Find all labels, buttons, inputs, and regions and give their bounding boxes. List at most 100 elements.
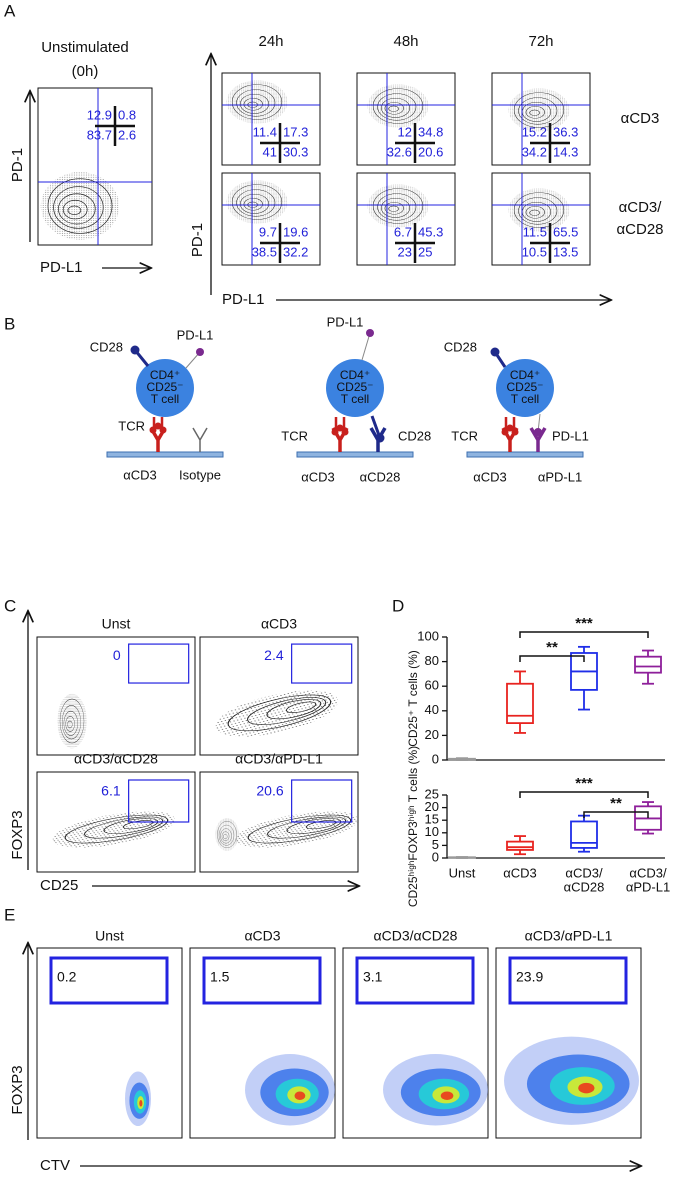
quadrant-value: 15.2 — [522, 124, 547, 139]
plot-frame — [342, 947, 489, 1139]
cell-label: CD25⁻ — [506, 380, 543, 394]
plot-frame — [36, 771, 196, 873]
quadrant-value: 17.3 — [283, 124, 308, 139]
cell-population — [212, 680, 342, 747]
plot-frame — [491, 72, 591, 166]
significance-bracket — [583, 811, 649, 818]
quadrant-value: 23 — [398, 244, 412, 259]
plot-frame — [356, 172, 456, 266]
tcr-head — [336, 424, 344, 432]
gate — [508, 956, 628, 1005]
diagram-label: CD28 — [444, 339, 477, 354]
cell-population — [367, 84, 429, 128]
x-axis-label: PD-L1 — [222, 291, 265, 308]
y-axis-label: CD25⁺ T cells (%) — [406, 650, 420, 747]
row-label: αCD3/ — [619, 199, 663, 216]
diagram-label: TCR — [451, 428, 478, 443]
diagram-label: TCR — [118, 418, 145, 433]
plot-frame — [491, 172, 591, 266]
plot-title: αCD3/αCD28 — [374, 928, 458, 944]
diagram-label: αCD3 — [473, 469, 507, 484]
diagram-label: PD-L1 — [552, 428, 589, 443]
y-axis-label: PD-1 — [9, 148, 26, 182]
x-tick-label: αCD28 — [564, 879, 605, 894]
column-header: 48h — [393, 33, 418, 50]
quadrant-value: 9.7 — [259, 224, 277, 239]
quadrant-value: 36.3 — [553, 124, 578, 139]
y-tick-label: 80 — [425, 653, 439, 668]
quadrant-value: 34.8 — [418, 124, 443, 139]
plot-title: αCD3/αPD-L1 — [235, 751, 323, 767]
plate-surface — [106, 451, 224, 458]
cell-label: T cell — [151, 392, 179, 406]
gate — [202, 956, 322, 1005]
diagram-label: αCD3 — [301, 469, 335, 484]
quadrant-value: 12.9 — [87, 107, 112, 122]
x-axis-label: CTV — [40, 1157, 70, 1174]
y-axis-label: PD-1 — [189, 223, 206, 257]
quadrant-value: 14.3 — [553, 144, 578, 159]
diagram-label: CD28 — [398, 428, 431, 443]
gate-value: 0.2 — [57, 969, 77, 985]
gate-value: 3.1 — [363, 969, 383, 985]
y-tick-label: 25 — [425, 786, 439, 801]
cell-population — [367, 184, 429, 228]
plot-frame — [356, 72, 456, 166]
antibody — [192, 427, 208, 452]
plate-surface — [466, 451, 584, 458]
plot-frame — [37, 87, 153, 246]
quadrant-value: 10.5 — [522, 244, 547, 259]
antibody — [501, 427, 519, 452]
receptor-head — [130, 345, 140, 355]
antibody — [331, 427, 349, 452]
t-cell — [496, 359, 554, 417]
significance-label: *** — [575, 615, 593, 632]
box — [570, 820, 598, 849]
gate-value: 20.6 — [256, 783, 283, 799]
diagram-label: CD28 — [90, 339, 123, 354]
gate-value: 23.9 — [516, 969, 543, 985]
quadrant-value: 32.2 — [283, 244, 308, 259]
plot-frame — [221, 172, 321, 266]
plot-frame — [221, 72, 321, 166]
y-tick-label: 0 — [432, 751, 439, 766]
significance-bracket — [519, 631, 649, 638]
quadrant-value: 65.5 — [553, 224, 578, 239]
x-tick-label: Unst — [449, 865, 476, 880]
y-tick-label: 0 — [432, 849, 439, 864]
plot-frame — [36, 636, 196, 756]
panel-label: E — [4, 905, 15, 924]
cell-population — [232, 803, 362, 856]
quadrant-value: 30.3 — [283, 144, 308, 159]
quadrant-value: 2.6 — [118, 127, 136, 142]
x-axis-label: PD-L1 — [40, 259, 83, 276]
y-axis-label: FOXP3 — [9, 1065, 26, 1114]
plot-title: αCD3 — [261, 616, 297, 632]
gate — [128, 643, 190, 684]
quadrant-value: 13.5 — [553, 244, 578, 259]
y-tick-label: 60 — [425, 678, 439, 693]
gate-value: 2.4 — [264, 647, 284, 663]
cell-population — [245, 1054, 335, 1126]
row-label: αCD28 — [616, 221, 663, 238]
cell-population — [226, 180, 288, 224]
box — [506, 682, 534, 724]
quadrant-value: 45.3 — [418, 224, 443, 239]
box — [506, 840, 534, 851]
quadrant-value: 25 — [418, 244, 432, 259]
antibody — [369, 427, 387, 452]
plot-title: Unst — [95, 928, 124, 944]
x-tick-label: αCD3/ — [565, 865, 603, 880]
plot-frame — [189, 947, 336, 1139]
plot-frame — [199, 771, 359, 873]
significance-bracket — [519, 655, 585, 662]
diagram-label: αCD3 — [123, 467, 157, 482]
plot-title: (0h) — [72, 63, 99, 80]
quadrant-value: 12 — [398, 124, 412, 139]
ligand-head — [366, 329, 374, 337]
quadrant-value: 0.8 — [118, 107, 136, 122]
panel-label: D — [392, 596, 404, 615]
diagram-label: PD-L1 — [177, 327, 214, 342]
quadrant-value: 41 — [263, 144, 277, 159]
